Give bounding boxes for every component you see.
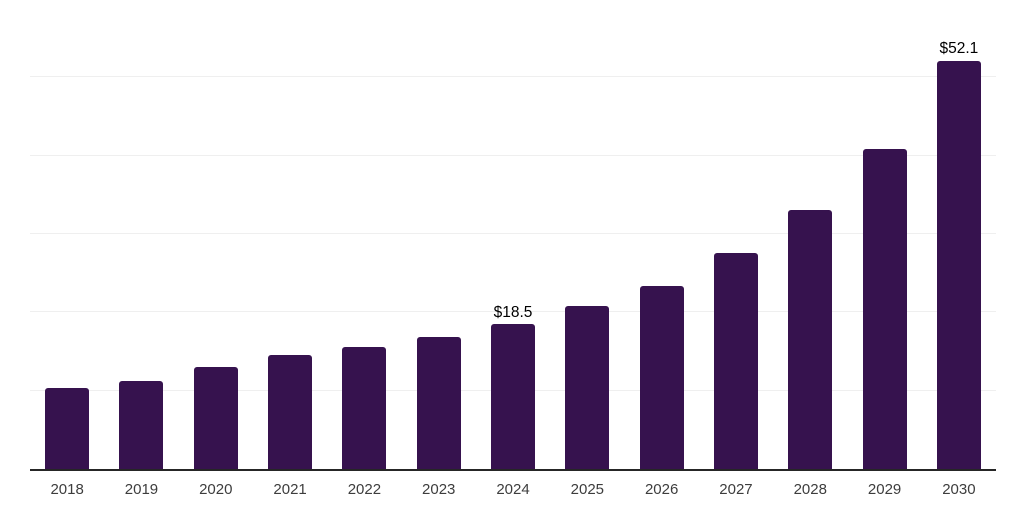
bars-row: $18.5 $52.1 bbox=[30, 1, 996, 469]
data-label-2030: $52.1 bbox=[939, 40, 979, 58]
bar-cell-2026 bbox=[625, 1, 699, 469]
plot-area: $18.5 $52.1 bbox=[30, 1, 996, 471]
bar-cell-2027 bbox=[699, 1, 773, 469]
x-tick-label-2020: 2020 bbox=[199, 481, 233, 498]
gridline-50 bbox=[30, 76, 996, 78]
bar-2018 bbox=[45, 387, 90, 469]
bar-cell-2019 bbox=[104, 1, 178, 469]
bar-2025 bbox=[565, 306, 610, 469]
x-axis: 2018 2019 2020 2021 2022 2023 2024 2025 2026 2027… bbox=[30, 481, 996, 499]
x-tick-label-2018: 2018 bbox=[50, 481, 84, 498]
data-label-2024: $18.5 bbox=[493, 303, 533, 321]
bar-2024 bbox=[491, 324, 536, 469]
bar-2030 bbox=[936, 60, 981, 469]
bar-2029 bbox=[862, 148, 907, 469]
bar-2028 bbox=[788, 209, 833, 469]
x-tick-label-2030: 2030 bbox=[942, 481, 976, 498]
bar-cell-2018 bbox=[30, 1, 104, 469]
bar-cell-2025 bbox=[550, 1, 624, 469]
bar-cell-2024: $18.5 bbox=[476, 1, 550, 469]
bar-cell-2020 bbox=[179, 1, 253, 469]
x-tick-label-2022: 2022 bbox=[347, 481, 382, 498]
gridline-20 bbox=[30, 311, 996, 313]
bar-cell-2028 bbox=[773, 1, 847, 469]
bar-cell-2021 bbox=[253, 1, 327, 469]
gridline-40 bbox=[30, 154, 996, 156]
x-tick-label-2024: 2024 bbox=[496, 481, 530, 498]
bar-2022 bbox=[342, 346, 387, 469]
bar-2019 bbox=[119, 381, 164, 469]
bar-2023 bbox=[416, 337, 461, 469]
x-tick-label-2021: 2021 bbox=[273, 481, 307, 498]
bar-cell-2029 bbox=[847, 1, 921, 469]
x-tick-label-2027: 2027 bbox=[719, 481, 753, 498]
bar-2021 bbox=[268, 354, 313, 469]
x-tick-label-2019: 2019 bbox=[124, 481, 159, 498]
bar-cell-2023 bbox=[402, 1, 476, 469]
bar-cell-2030: $52.1 bbox=[922, 1, 996, 469]
gridline-30 bbox=[30, 233, 996, 234]
bar-2027 bbox=[713, 252, 758, 469]
x-tick-label-2025: 2025 bbox=[570, 481, 605, 498]
x-tick-label-2029: 2029 bbox=[867, 481, 902, 498]
bar-cell-2022 bbox=[327, 1, 401, 469]
bar-2020 bbox=[193, 367, 238, 469]
x-tick-label-2023: 2023 bbox=[422, 481, 456, 498]
x-tick-label-2028: 2028 bbox=[793, 481, 827, 498]
x-tick-label-2026: 2026 bbox=[644, 481, 679, 498]
bar-2026 bbox=[639, 285, 684, 469]
